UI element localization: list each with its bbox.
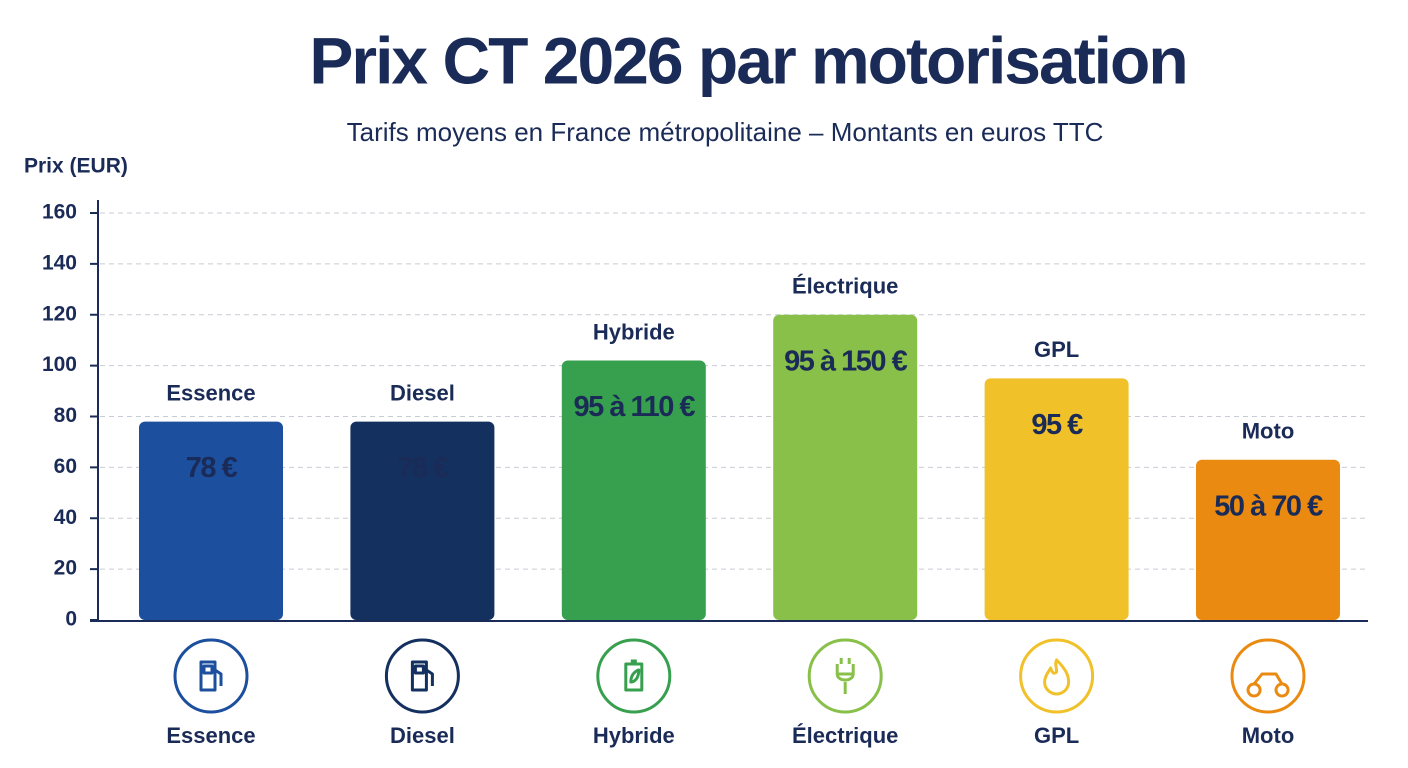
bar-category-label: Essence xyxy=(166,380,255,405)
bar xyxy=(139,421,283,620)
x-tick-label: GPL xyxy=(1034,723,1079,748)
value-label: 78 € xyxy=(186,452,238,484)
icon-glyph xyxy=(835,658,855,694)
bar xyxy=(1196,459,1340,620)
icon-ring xyxy=(1019,638,1095,714)
icon-glyph xyxy=(1246,672,1290,698)
icon-glyph xyxy=(410,660,434,692)
category-icon xyxy=(1230,638,1306,714)
bar xyxy=(773,314,918,620)
value-label: 78 € xyxy=(397,452,449,484)
y-tick-label: 100 xyxy=(42,353,77,376)
y-tick-label: 160 xyxy=(42,201,77,224)
bar-category-label: Électrique xyxy=(792,274,898,299)
value-label: 95 à 110 € xyxy=(574,391,696,423)
bar xyxy=(561,360,706,620)
category-icon xyxy=(1019,638,1095,714)
bar-category-label: Moto xyxy=(1242,419,1295,444)
x-tick-label: Hybride xyxy=(593,723,675,748)
bar-category-label: GPL xyxy=(1034,337,1079,362)
icon-glyph xyxy=(199,660,223,692)
chart-subtitle: Tarifs moyens en France métropolitaine –… xyxy=(347,117,1104,147)
category-icon xyxy=(596,638,672,714)
bar xyxy=(350,421,495,620)
bar-category-label: Diesel xyxy=(390,380,455,405)
y-tick-label: 80 xyxy=(54,404,77,427)
y-tick-label: 140 xyxy=(42,251,77,274)
category-icon xyxy=(173,638,249,714)
y-tick-label: 20 xyxy=(54,557,77,580)
x-tick-label: Essence xyxy=(166,723,255,748)
value-label: 95 € xyxy=(1031,409,1083,441)
x-tick-label: Moto xyxy=(1242,723,1295,748)
y-tick-label: 120 xyxy=(42,302,77,325)
value-label: 50 à 70 € xyxy=(1214,490,1323,522)
icon-glyph xyxy=(1043,658,1071,696)
bar-category-label: Hybride xyxy=(593,319,675,344)
icon-glyph xyxy=(624,659,644,692)
bar xyxy=(984,378,1129,620)
category-icon xyxy=(384,638,460,714)
value-label: 95 à 150 € xyxy=(784,345,907,377)
y-tick-label: 0 xyxy=(65,608,77,631)
x-tick-label: Diesel xyxy=(390,723,455,748)
category-icon xyxy=(807,638,883,714)
x-tick-label: Électrique xyxy=(792,723,898,748)
icon-ring xyxy=(173,638,249,714)
icon-ring xyxy=(596,638,672,714)
y-tick-label: 60 xyxy=(54,455,77,478)
y-tick-label: 40 xyxy=(54,506,77,529)
icon-ring xyxy=(807,638,883,714)
chart-title: Prix CT 2026 par motorisation xyxy=(309,23,1186,97)
y-axis-label: Prix (EUR) xyxy=(24,155,128,178)
icon-ring xyxy=(1230,638,1306,714)
icon-ring xyxy=(384,638,460,714)
